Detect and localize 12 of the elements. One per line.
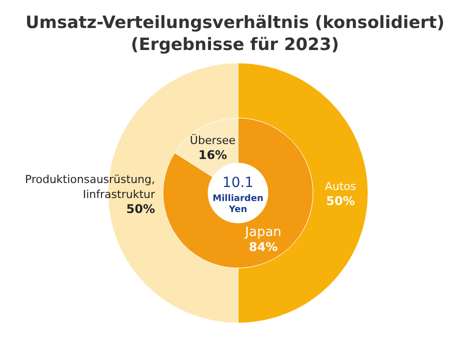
text: 10.1	[222, 175, 254, 191]
chart-subtitle: (Ergebnisse für 2023)	[130, 35, 340, 55]
data-label: 50%	[126, 202, 155, 216]
slice-label: Japan	[244, 225, 282, 240]
slice-label: Übersee	[190, 132, 236, 147]
chart-title: Umsatz-Verteilungsverhältnis (konsolidiert)	[25, 13, 445, 33]
data-label: 84%	[248, 240, 278, 254]
data-label: 50%	[326, 194, 355, 208]
slice-label: Autos	[324, 180, 356, 193]
slice-label: Produktionsausrüstung, Iinfrastruktur	[25, 173, 156, 201]
data-label: 16%	[198, 148, 228, 162]
text: Milliarden Yen	[212, 194, 264, 215]
